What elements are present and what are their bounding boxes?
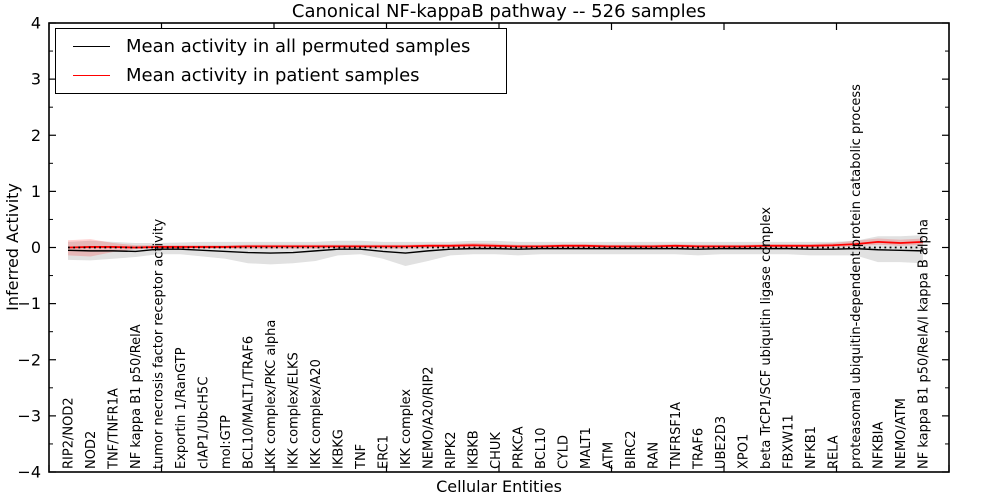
x-tick-label: NFKB1 [804,426,819,469]
legend-label-patient: Mean activity in patient samples [126,65,420,87]
x-tick-label: beta TrCP1/SCF ubiquitin ligase complex [759,207,774,469]
x-tick-label: IKK complex/PKC alpha [264,320,279,469]
x-tick-label: TNFRSF1A [669,402,684,470]
x-tick-label: NF kappa B1 p50/RelA/I kappa B alpha [917,219,932,469]
x-tick-label: NF kappa B1 p50/RelA [129,324,144,469]
y-tick-label: −1 [17,294,41,313]
legend-entry-patient: Mean activity in patient samples [56,62,506,90]
y-tick-label: 3 [31,70,41,89]
x-tick-label: RELA [827,435,842,469]
x-tick-label: tumor necrosis factor receptor activity [152,218,167,469]
x-tick-label: TRAF6 [692,428,707,470]
x-tick-label: ERC1 [377,435,392,469]
y-tick-label: 1 [31,182,41,201]
y-tick-label: 2 [31,126,41,145]
chart-title: Canonical NF-kappaB pathway -- 526 sampl… [291,1,707,22]
black-line-swatch [73,45,110,47]
y-tick-label: 0 [31,238,41,257]
x-tick-label: NEMO/A20/RIP2 [422,366,437,469]
x-tick-label: IKK complex [399,389,414,469]
x-tick-label: TNF/TNFR1A [107,388,122,470]
legend: Mean activity in all permuted samples Me… [55,28,507,94]
x-tick-label: RIPK2 [444,431,459,469]
x-tick-label: IKBKB [467,430,482,469]
y-axis-label: Inferred Activity [3,183,22,311]
x-tick-label: NOD2 [84,431,99,469]
x-tick-label: NFKBIA [872,422,887,469]
y-tick-label: −2 [17,350,41,369]
x-tick-label: XPO1 [737,434,752,469]
x-tick-label: IKK complex/A20 [309,359,324,469]
x-tick-label: RAN [647,442,662,469]
permuted-samples-range-band [68,235,923,267]
series-line-0 [67,247,924,254]
x-axis-label: Cellular Entities [436,477,562,496]
x-tick-label: ATM [602,442,617,469]
red-line-swatch [73,75,110,77]
x-tick-label: cIAP1/UbcH5C [197,377,212,469]
x-tick-label: Exportin 1/RanGTP [174,347,189,469]
x-tick-label: IKBKG [332,429,347,469]
x-tick-label: BCL10 [534,427,549,469]
x-tick-label: PRKCA [512,426,527,469]
x-tick-label: CHUK [489,432,504,469]
x-tick-label: RIP2/NOD2 [62,397,77,469]
x-tick-label: BCL10/MALT1/TRAF6 [242,336,257,469]
x-tick-label: MALT1 [579,427,594,469]
x-tick-label: mol:GTP [219,415,234,469]
legend-label-permuted: Mean activity in all permuted samples [126,35,471,57]
x-tick-label: NEMO/ATM [894,398,909,469]
x-tick-label: TNF [354,444,369,470]
x-tick-label: UBE2D3 [714,416,729,469]
x-tick-label: proteasomal ubiquitin-dependent protein … [849,84,864,469]
legend-entry-permuted: Mean activity in all permuted samples [56,32,506,60]
x-tick-label: CYLD [557,435,572,469]
y-tick-label: −4 [17,463,41,482]
y-tick-label: 4 [31,14,41,33]
x-tick-label: BIRC2 [624,431,639,470]
x-tick-label: IKK complex/ELKS [287,352,302,469]
y-tick-label: −3 [17,406,41,425]
series-line-1 [67,240,924,249]
x-tick-label: FBXW11 [782,414,797,469]
